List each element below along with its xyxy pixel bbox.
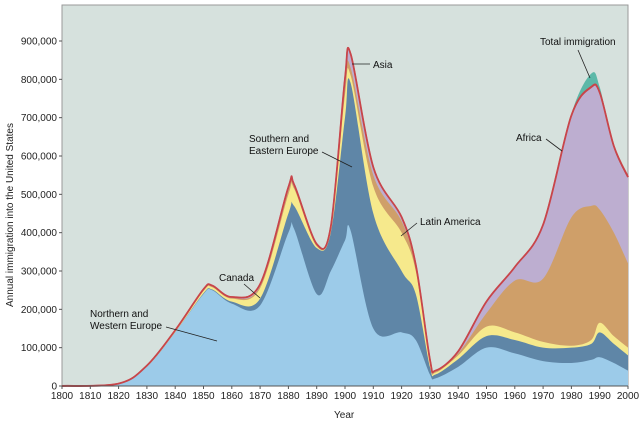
y-tick-label: 800,000	[21, 75, 58, 86]
y-axis: 0 100,000 200,000 300,000 400,000 500,000 600,…	[21, 37, 62, 393]
x-tick-label: 1850	[192, 391, 215, 402]
leader-line	[165, 326, 218, 342]
y-tick-label: 600,000	[21, 152, 58, 163]
annotation-nw-europe-line2: Western Europe	[90, 321, 163, 332]
x-axis: 1800 1810 1820 1830 1840 1850 1860 1870 1880 1890…	[51, 386, 640, 402]
annotation-se-europe-line2: Eastern Europe	[249, 146, 319, 157]
y-tick-label: 200,000	[21, 305, 58, 316]
x-tick-label: 1930	[419, 391, 442, 402]
leader-line	[321, 151, 353, 168]
annotation-se-europe-line1: Southern and	[249, 134, 309, 145]
x-tick-label: 1920	[390, 391, 413, 402]
x-tick-label: 1820	[107, 391, 130, 402]
annotation-latin-america-text: Latin America	[420, 217, 481, 228]
x-tick-label: 1880	[277, 391, 300, 402]
leader-line	[577, 49, 591, 79]
y-axis-title: Annual immigration into the United State…	[5, 123, 16, 307]
leader-line	[400, 222, 418, 237]
x-tick-label: 1940	[447, 391, 470, 402]
annotation-latin-america: Latin America	[400, 217, 481, 237]
leader-line	[243, 283, 261, 299]
x-tick-label: 1970	[532, 391, 555, 402]
annotation-africa-text: Africa	[516, 133, 542, 144]
annotation-canada-text: Canada	[219, 273, 254, 284]
annotation-se-europe: Southern and Eastern Europe	[249, 134, 353, 168]
area-northern-and-western-europe	[62, 222, 628, 387]
x-tick-label: 1800	[51, 391, 74, 402]
x-tick-label: 1870	[249, 391, 272, 402]
annotation-nw-europe-line1: Northern and	[90, 309, 148, 320]
annotation-canada: Canada	[219, 273, 261, 299]
y-tick-label: 100,000	[21, 343, 58, 354]
annotation-asia-text: Asia	[373, 60, 393, 71]
x-tick-label: 1900	[334, 391, 357, 402]
y-tick-label: 500,000	[21, 190, 58, 201]
x-tick-label: 1980	[560, 391, 583, 402]
annotation-africa: Africa	[516, 133, 563, 152]
y-tick-label: 300,000	[21, 267, 58, 278]
x-tick-label: 1810	[79, 391, 102, 402]
annotation-total: Total immigration	[540, 37, 616, 79]
x-tick-label: 1950	[475, 391, 498, 402]
y-tick-label: 700,000	[21, 113, 58, 124]
x-tick-label: 1860	[221, 391, 244, 402]
stacked-areas	[61, 47, 629, 387]
y-tick-label: 400,000	[21, 228, 58, 239]
annotation-nw-europe: Northern and Western Europe	[90, 309, 218, 342]
x-tick-label: 1960	[504, 391, 527, 402]
leader-line	[545, 138, 563, 152]
y-tick-label: 0	[51, 382, 57, 393]
annotation-total-text: Total immigration	[540, 37, 616, 48]
x-tick-label: 1990	[589, 391, 612, 402]
x-tick-label: 1830	[136, 391, 159, 402]
x-tick-label: 1890	[306, 391, 329, 402]
x-tick-label: 1910	[362, 391, 385, 402]
y-tick-label: 900,000	[21, 37, 58, 48]
x-tick-label: 2000	[617, 391, 640, 402]
x-tick-label: 1840	[164, 391, 187, 402]
line-africa-top	[61, 47, 629, 387]
x-axis-title: Year	[334, 410, 355, 421]
annotation-asia: Asia	[352, 60, 393, 71]
